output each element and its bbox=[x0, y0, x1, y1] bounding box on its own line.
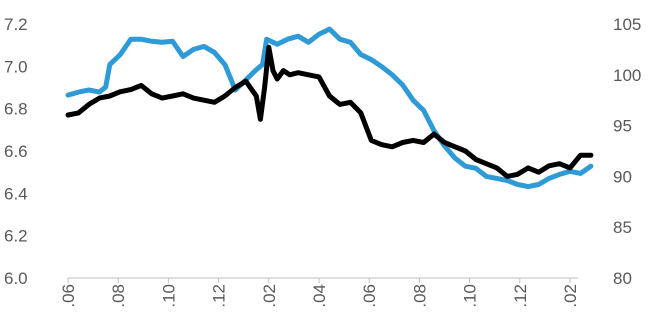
series-line-blue bbox=[65, 26, 594, 190]
x-tick-label: .10 bbox=[461, 284, 480, 308]
right-y-tick-label: 105 bbox=[613, 15, 641, 34]
x-tick-label: .12 bbox=[210, 284, 229, 308]
x-axis-ticks: .06 .08 .10 .12 .02 .04 .06 .08 .10 .12 .02 bbox=[59, 278, 580, 308]
left-y-tick-label: 6.2 bbox=[4, 227, 28, 246]
left-y-tick-label: 7.0 bbox=[4, 57, 28, 76]
right-y-tick-label: 80 bbox=[613, 269, 632, 288]
x-tick-label: .08 bbox=[410, 284, 429, 308]
x-tick-label: .06 bbox=[59, 284, 78, 308]
left-y-tick-label: 6.0 bbox=[4, 269, 28, 288]
left-y-tick-label: 7.2 bbox=[4, 15, 28, 34]
x-tick-label: .04 bbox=[310, 284, 329, 308]
left-y-tick-label: 6.8 bbox=[4, 100, 28, 119]
x-tick-label: .12 bbox=[511, 284, 530, 308]
x-tick-label: .08 bbox=[109, 284, 128, 308]
left-y-tick-label: 6.4 bbox=[4, 184, 28, 203]
right-y-tick-label: 85 bbox=[613, 218, 632, 237]
x-tick-label: .06 bbox=[360, 284, 379, 308]
x-tick-label: .02 bbox=[260, 284, 279, 308]
left-y-tick-label: 6.6 bbox=[4, 142, 28, 161]
right-y-tick-label: 95 bbox=[613, 117, 632, 136]
right-y-axis-ticks: 80 85 90 95 100 105 bbox=[613, 15, 641, 288]
right-y-tick-label: 100 bbox=[613, 66, 641, 85]
right-y-tick-label: 90 bbox=[613, 167, 632, 186]
x-tick-label: .10 bbox=[159, 284, 178, 308]
x-tick-label: .02 bbox=[561, 284, 580, 308]
series-layer bbox=[65, 26, 594, 190]
left-y-axis-ticks: 6.0 6.2 6.4 6.6 6.8 7.0 7.2 bbox=[4, 15, 28, 288]
series-line-black bbox=[65, 44, 594, 179]
